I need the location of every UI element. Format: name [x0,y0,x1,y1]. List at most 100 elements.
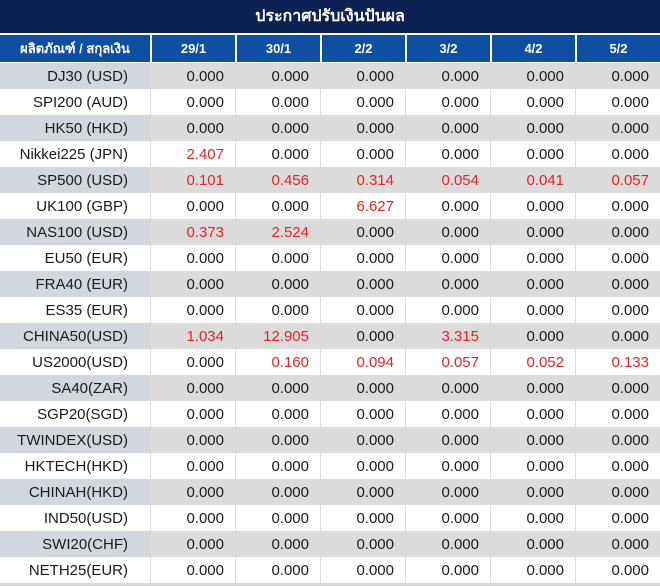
dividend-value-cell: 0.000 [490,375,575,401]
dividend-value-cell: 0.000 [235,401,320,427]
dividend-value-cell: 0.000 [405,89,490,115]
dividend-value-cell: 0.000 [320,401,405,427]
dividend-value-cell: 0.000 [320,297,405,323]
dividend-value-cell: 0.000 [575,115,660,141]
dividend-value-cell: 0.057 [575,167,660,193]
table-row: SWI20(CHF) 0.000 0.000 0.000 0.000 0.000 0.000 [0,531,660,557]
dividend-value-cell: 0.000 [235,193,320,219]
dividend-value-cell: 0.000 [150,505,235,531]
dividend-value-cell: 0.000 [490,297,575,323]
dividend-value-cell: 3.315 [405,323,490,349]
product-label: CHINAH(HKD) [0,479,150,505]
date-column-header: 29/1 [150,35,235,63]
dividend-value-cell: 0.000 [490,323,575,349]
dividend-value-cell: 0.000 [405,115,490,141]
dividend-value-cell: 0.000 [575,219,660,245]
dividend-value-cell: 0.000 [405,193,490,219]
dividend-value-cell: 0.000 [320,453,405,479]
table-row: CHINAH(HKD) 0.000 0.000 0.000 0.000 0.000 0.00… [0,479,660,505]
dividend-value-cell: 0.000 [150,193,235,219]
dividend-value-cell: 0.000 [150,557,235,583]
table-row: TWINDEX(USD) 0.000 0.000 0.000 0.000 0.000 0.0… [0,427,660,453]
dividend-value-cell: 2.407 [150,141,235,167]
table-row: SA40(ZAR) 0.000 0.000 0.000 0.000 0.000 0.000 [0,375,660,401]
product-label: Nikkei225 (JPN) [0,141,150,167]
dividend-value-cell: 0.000 [575,401,660,427]
product-label: IND50(USD) [0,505,150,531]
table-row: NETH25(EUR) 0.000 0.000 0.000 0.000 0.000 0.00… [0,557,660,583]
dividend-value-cell: 0.000 [405,375,490,401]
product-label: DJ30 (USD) [0,63,150,89]
table-row: IND50(USD) 0.000 0.000 0.000 0.000 0.000 0.000 [0,505,660,531]
dividend-value-cell: 0.000 [575,505,660,531]
dividend-value-cell: 0.057 [405,349,490,375]
dividend-value-cell: 0.000 [405,479,490,505]
dividend-value-cell: 0.314 [320,167,405,193]
table-row: UK100 (GBP) 0.000 0.000 6.627 0.000 0.000 0.00… [0,193,660,219]
dividend-value-cell: 0.000 [235,89,320,115]
table-row: US2000(USD) 0.000 0.160 0.094 0.057 0.052 0.13… [0,349,660,375]
date-column-header: 30/1 [235,35,320,63]
dividend-value-cell: 0.160 [235,349,320,375]
product-label: ES35 (EUR) [0,297,150,323]
table-row: NAS100 (USD) 0.373 2.524 0.000 0.000 0.000 0.0… [0,219,660,245]
dividend-value-cell: 0.000 [405,557,490,583]
dividend-value-cell: 0.000 [150,375,235,401]
dividend-value-cell: 0.000 [490,219,575,245]
dividend-value-cell: 0.000 [490,271,575,297]
dividend-value-cell: 0.000 [405,453,490,479]
dividend-value-cell: 0.000 [320,141,405,167]
dividend-value-cell: 0.041 [490,167,575,193]
dividend-value-cell: 0.000 [320,505,405,531]
dividend-value-cell: 0.000 [490,193,575,219]
dividend-value-cell: 1.034 [150,323,235,349]
product-label: US2000(USD) [0,349,150,375]
dividend-value-cell: 0.000 [320,245,405,271]
product-label: SWI20(CHF) [0,531,150,557]
table-row: HK50 (HKD) 0.000 0.000 0.000 0.000 0.000 0.000 [0,115,660,141]
table-row: HKTECH(HKD) 0.000 0.000 0.000 0.000 0.000 0.00… [0,453,660,479]
dividend-value-cell: 0.000 [490,245,575,271]
dividend-value-cell: 0.000 [150,271,235,297]
dividend-value-cell: 0.000 [320,479,405,505]
dividend-value-cell: 0.000 [575,453,660,479]
product-label: NETH25(EUR) [0,557,150,583]
dividend-value-cell: 12.905 [235,323,320,349]
dividend-value-cell: 0.000 [320,427,405,453]
product-label: SA40(ZAR) [0,375,150,401]
dividend-value-cell: 0.000 [320,557,405,583]
dividend-value-cell: 0.000 [235,427,320,453]
dividend-value-cell: 0.000 [405,63,490,89]
dividend-value-cell: 0.000 [575,297,660,323]
dividend-value-cell: 0.000 [320,63,405,89]
dividend-value-cell: 0.052 [490,349,575,375]
dividend-value-cell: 0.000 [150,89,235,115]
dividend-value-cell: 0.101 [150,167,235,193]
dividend-value-cell: 0.000 [575,63,660,89]
product-label: EU50 (EUR) [0,245,150,271]
product-label: UK100 (GBP) [0,193,150,219]
dividend-value-cell: 6.627 [320,193,405,219]
dividend-value-cell: 0.133 [575,349,660,375]
dividend-value-cell: 0.000 [575,375,660,401]
dividend-value-cell: 0.000 [405,297,490,323]
dividend-value-cell: 0.000 [320,531,405,557]
table-row: EU50 (EUR) 0.000 0.000 0.000 0.000 0.000 0.000 [0,245,660,271]
table-row: SPI200 (AUD) 0.000 0.000 0.000 0.000 0.000 0.0… [0,89,660,115]
dividend-value-cell: 0.000 [490,141,575,167]
dividend-value-cell: 0.000 [490,557,575,583]
dividend-value-cell: 0.000 [235,453,320,479]
dividend-value-cell: 0.000 [150,297,235,323]
dividend-value-cell: 0.000 [575,193,660,219]
dividend-value-cell: 0.000 [490,479,575,505]
dividend-value-cell: 0.000 [150,453,235,479]
dividend-value-cell: 0.373 [150,219,235,245]
dividend-value-cell: 0.000 [490,115,575,141]
product-label: HK50 (HKD) [0,115,150,141]
dividend-value-cell: 0.000 [150,427,235,453]
dividend-value-cell: 0.000 [575,271,660,297]
dividend-value-cell: 0.000 [235,271,320,297]
product-label: SPI200 (AUD) [0,89,150,115]
table-row: SP500 (USD) 0.101 0.456 0.314 0.054 0.041 0.05… [0,167,660,193]
product-label: SGP20(SGD) [0,401,150,427]
